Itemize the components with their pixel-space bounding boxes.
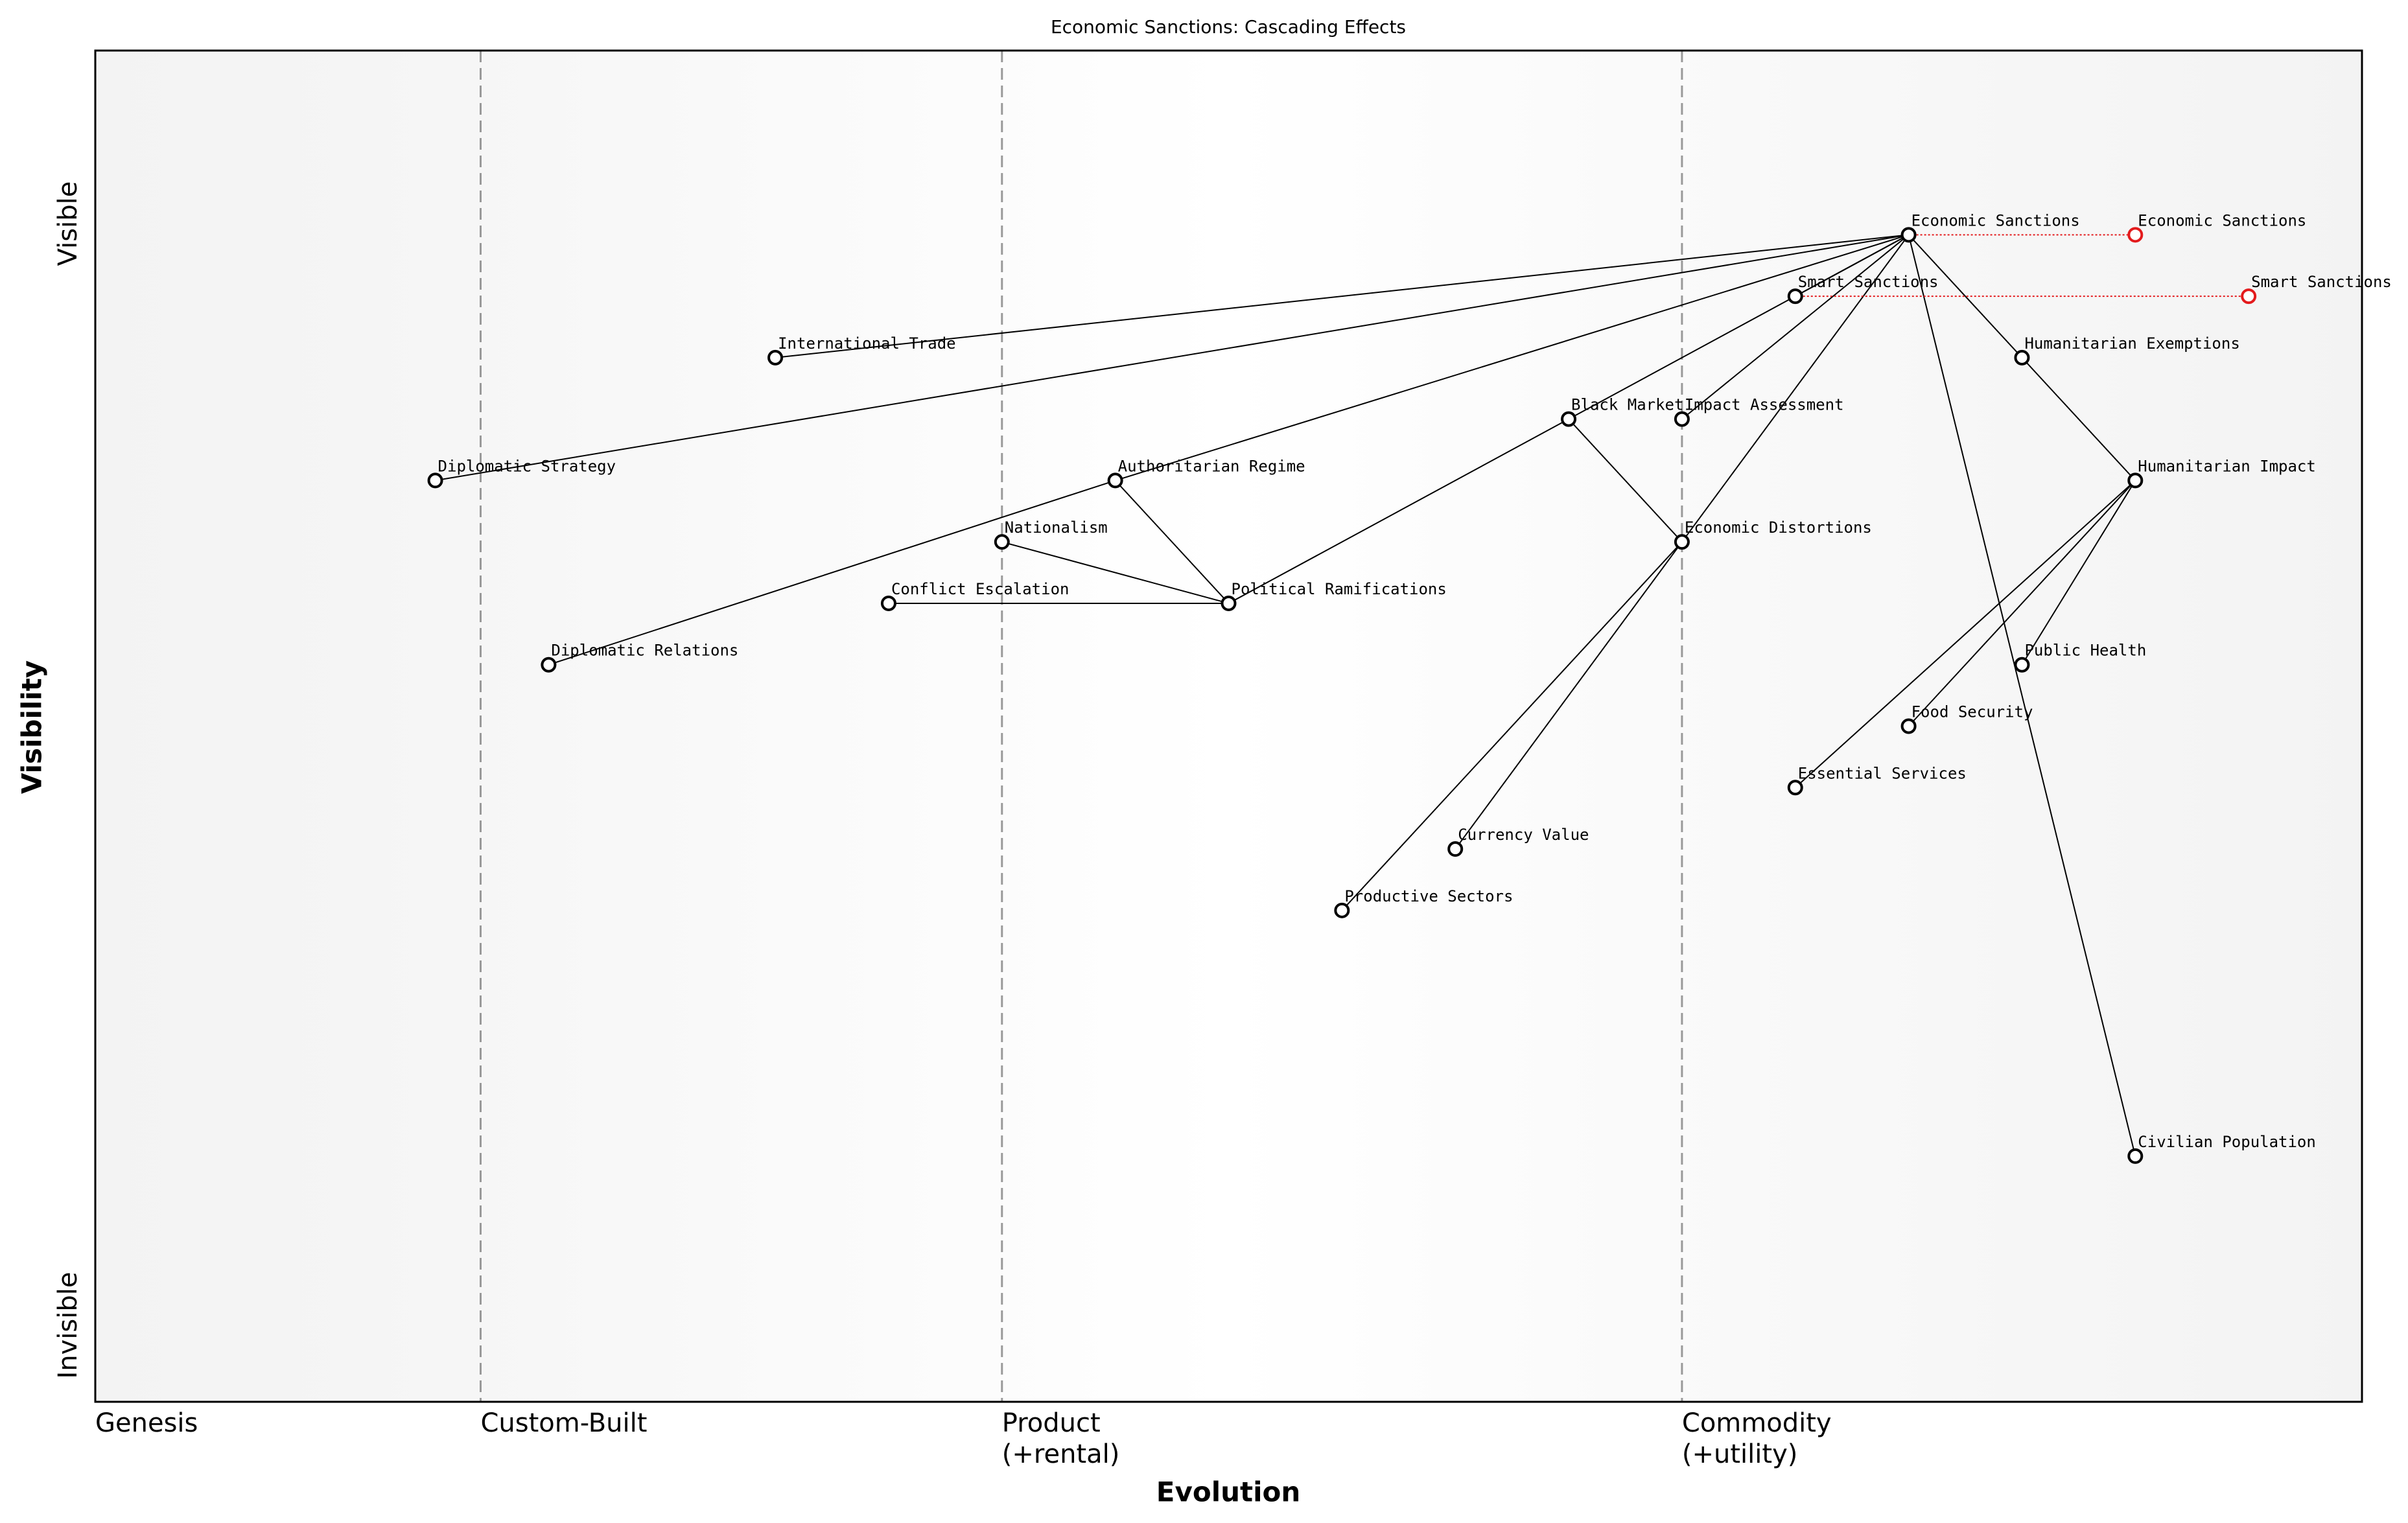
evolved-label: Smart Sanctions xyxy=(2251,273,2392,291)
component-node xyxy=(541,657,557,673)
x-tick-label: Product (+rental) xyxy=(1002,1408,1120,1469)
component-node xyxy=(2127,472,2144,489)
component-label: Economic Distortions xyxy=(1685,518,1872,537)
dependency-edge xyxy=(548,480,1116,666)
component-label: Humanitarian Impact xyxy=(2138,457,2316,475)
component-label: Impact Assessment xyxy=(1685,396,1844,414)
dependency-edge xyxy=(2021,480,2136,666)
component-node xyxy=(880,595,896,611)
component-node xyxy=(1674,411,1690,427)
y-top-label: Visible xyxy=(53,181,83,266)
dependency-edge xyxy=(2021,357,2136,482)
dependency-edge xyxy=(1341,541,1683,911)
x-tick-label: Custom-Built xyxy=(480,1408,647,1438)
component-label: Political Ramifications xyxy=(1232,580,1447,598)
component-label: Civilian Population xyxy=(2138,1133,2316,1151)
y-bottom-label: Invisible xyxy=(53,1272,83,1379)
component-node xyxy=(1221,595,1237,611)
component-label: Diplomatic Strategy xyxy=(438,457,616,475)
dependency-edge xyxy=(775,234,1909,358)
component-label: Conflict Escalation xyxy=(891,580,1070,598)
dependency-edge xyxy=(1568,234,1910,420)
y-axis-label: Visibility xyxy=(16,660,48,794)
x-tick-label: Commodity (+utility) xyxy=(1682,1408,1832,1469)
evolved-node xyxy=(2127,227,2144,243)
component-label: Smart Sanctions xyxy=(1798,273,1939,291)
dependency-edge xyxy=(1681,234,1910,542)
component-node xyxy=(1447,841,1464,857)
component-node xyxy=(1561,411,1577,427)
dependency-edge xyxy=(1795,480,2136,789)
dependency-edge xyxy=(1908,234,2023,358)
component-label: Nationalism xyxy=(1005,518,1108,537)
dependency-edge xyxy=(1908,235,2136,1157)
component-label: Currency Value xyxy=(1458,826,1589,844)
component-node xyxy=(994,534,1010,550)
component-label: Humanitarian Exemptions xyxy=(2024,334,2239,353)
component-node xyxy=(1900,718,1917,734)
component-label: Authoritarian Regime xyxy=(1118,457,1305,475)
x-tick-label-line: Commodity xyxy=(1682,1408,1832,1438)
component-label: Public Health xyxy=(2024,642,2146,660)
dependency-edge xyxy=(1681,234,1910,420)
plot-layer: Genesis Custom-Built Product (+rental) Commo… xyxy=(95,51,2392,1469)
component-node xyxy=(1107,472,1123,489)
evolved-label: Economic Sanctions xyxy=(2138,211,2306,229)
dependency-edge xyxy=(1114,480,1230,604)
dependency-edge xyxy=(1908,480,2136,727)
component-node xyxy=(2127,1148,2144,1164)
dependency-edge xyxy=(1001,541,1229,604)
component-label: Black Market xyxy=(1571,396,1683,414)
dependency-edge xyxy=(1115,234,1909,482)
chart-title: Economic Sanctions: Cascading Effects xyxy=(1051,16,1406,38)
x-tick-label-line: (+utility) xyxy=(1682,1439,1797,1469)
plot-frame xyxy=(94,49,2363,1403)
dependency-edge xyxy=(1228,418,1569,604)
x-tick-label-line: (+rental) xyxy=(1002,1439,1120,1469)
component-label: Essential Services xyxy=(1798,764,1967,782)
component-node xyxy=(1674,534,1690,550)
component-label: Diplomatic Relations xyxy=(551,642,738,660)
component-node xyxy=(1787,288,1803,305)
plot-background xyxy=(95,51,2362,1402)
component-label: Economic Sanctions xyxy=(1911,211,2080,229)
component-node xyxy=(767,349,784,366)
x-axis-label: Evolution xyxy=(1156,1476,1300,1508)
x-tick-label: Genesis xyxy=(95,1408,198,1438)
component-node xyxy=(2014,349,2030,366)
component-label: Food Security xyxy=(1911,703,2033,721)
dependency-edge xyxy=(435,234,1909,482)
component-node xyxy=(1900,227,1917,243)
dependency-edge xyxy=(1568,418,1683,542)
evolved-node xyxy=(2241,288,2257,305)
component-label: International Trade xyxy=(778,334,956,353)
x-tick-label-line: Product xyxy=(1002,1408,1101,1438)
component-label: Productive Sectors xyxy=(1344,887,1513,905)
component-node xyxy=(427,472,443,489)
component-node xyxy=(1787,780,1803,796)
component-node xyxy=(1334,902,1350,918)
component-node xyxy=(2014,657,2030,673)
dependency-edge xyxy=(1455,541,1683,850)
